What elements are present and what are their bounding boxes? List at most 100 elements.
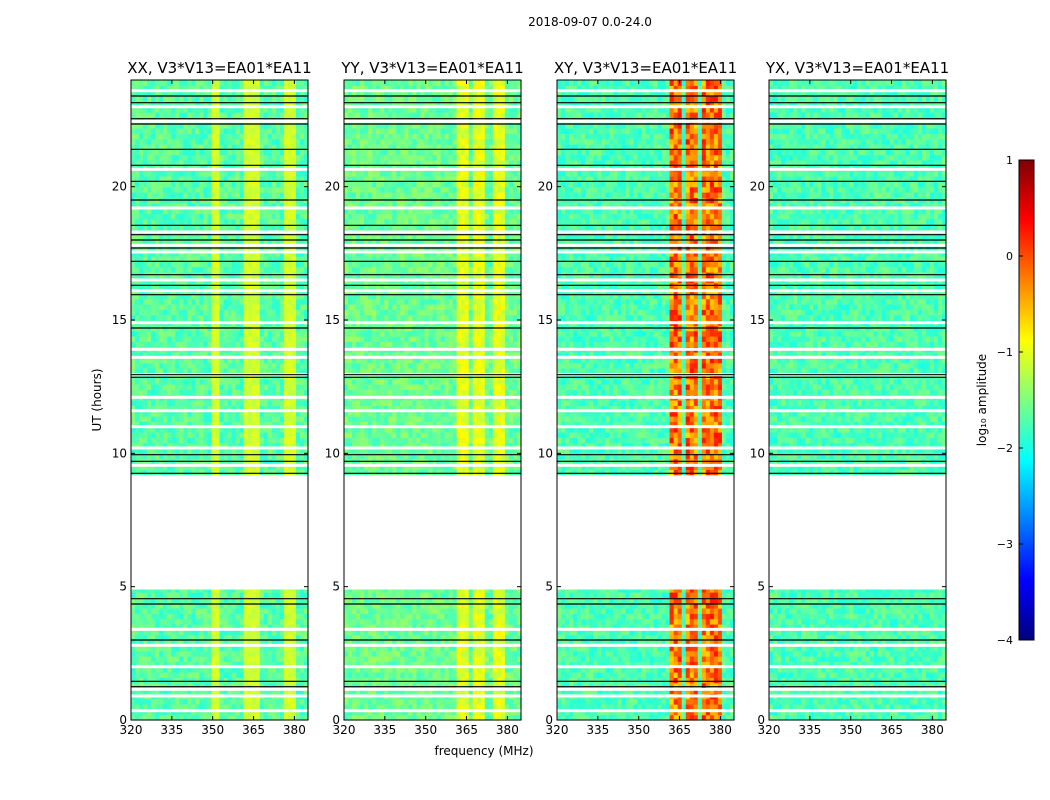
heatmap-cell — [135, 96, 140, 102]
heatmap-cell — [255, 384, 261, 390]
heatmap-cell — [239, 698, 245, 705]
heatmap-cell — [247, 362, 253, 369]
heatmap-cell — [187, 368, 192, 374]
heatmap-cell — [215, 656, 221, 662]
heatmap-cell — [299, 602, 305, 609]
heatmap-cell — [227, 464, 233, 470]
heatmap-cell — [275, 656, 281, 662]
heatmap-cell — [131, 400, 136, 406]
heatmap-cell — [255, 218, 261, 225]
heatmap-cell — [223, 592, 229, 598]
heatmap-cell — [151, 213, 156, 220]
heatmap-cell — [464, 677, 470, 684]
heatmap-cell — [263, 266, 269, 273]
heatmap-cell — [243, 186, 249, 193]
heatmap-cell — [291, 261, 297, 268]
heatmap-cell — [384, 650, 389, 657]
heatmap-cell — [227, 314, 233, 321]
heatmap-cell — [227, 618, 233, 625]
heatmap-cell — [147, 314, 152, 321]
heatmap-cell — [167, 624, 172, 630]
heatmap-cell — [167, 634, 172, 641]
heatmap-cell — [279, 469, 285, 476]
heatmap-cell — [271, 218, 277, 225]
heatmap-cell — [283, 213, 289, 220]
heatmap-cell — [183, 650, 188, 657]
heatmap-cell — [271, 261, 277, 268]
heatmap-cell — [151, 112, 156, 118]
heatmap-cell — [344, 698, 349, 705]
heatmap-cell — [195, 602, 200, 609]
heatmap-cell — [420, 656, 426, 662]
heatmap-cell — [211, 389, 217, 396]
heatmap-cell — [199, 592, 205, 598]
heatmap-cell — [247, 672, 253, 678]
heatmap-cell — [239, 629, 245, 636]
heatmap-cell — [267, 298, 273, 305]
heatmap-cell — [227, 688, 233, 694]
heatmap-cell — [400, 672, 405, 678]
heatmap-cell — [255, 181, 261, 188]
heatmap-cell — [151, 298, 156, 305]
heatmap-cell — [215, 181, 221, 188]
heatmap-cell — [247, 677, 253, 684]
heatmap-cell — [404, 704, 409, 710]
heatmap-cell — [147, 362, 152, 369]
heatmap-cell — [151, 602, 156, 609]
heatmap-cell — [171, 586, 176, 593]
heatmap-cell — [183, 314, 188, 321]
heatmap-cell — [167, 709, 172, 716]
heatmap-cell — [504, 698, 510, 705]
heatmap-cell — [183, 170, 188, 177]
heatmap-cell — [147, 416, 152, 422]
heatmap-cell — [275, 128, 281, 134]
heatmap-cell — [139, 368, 144, 374]
heatmap-cell — [139, 133, 144, 140]
heatmap-cell — [512, 677, 518, 684]
heatmap-cell — [187, 613, 192, 620]
heatmap-cell — [291, 309, 297, 316]
heatmap-cell — [295, 80, 301, 86]
heatmap-cell — [291, 341, 297, 348]
heatmap-cell — [251, 469, 257, 476]
heatmap-cell — [135, 368, 140, 374]
heatmap-cell — [215, 618, 221, 625]
heatmap-cell — [207, 213, 213, 220]
heatmap-cell — [263, 432, 269, 438]
heatmap-cell — [271, 656, 277, 662]
heatmap-cell — [287, 298, 293, 305]
heatmap-cell — [219, 704, 225, 710]
heatmap-cell — [171, 608, 176, 614]
heatmap-cell — [195, 186, 200, 193]
heatmap-cell — [356, 650, 361, 657]
heatmap-cell — [207, 261, 213, 268]
heatmap-cell — [255, 656, 261, 662]
heatmap-cell — [143, 112, 148, 118]
heatmap-cell — [259, 80, 265, 86]
heatmap-cell — [131, 704, 136, 710]
heatmap-cell — [259, 154, 265, 161]
heatmap-cell — [287, 336, 293, 342]
heatmap-cell — [135, 218, 140, 225]
heatmap-cell — [131, 640, 136, 646]
heatmap-cell — [275, 645, 281, 652]
heatmap-cell — [163, 181, 168, 188]
heatmap-cell — [255, 661, 261, 668]
heatmap-cell — [279, 613, 285, 620]
heatmap-cell — [291, 298, 297, 305]
heatmap-cell — [203, 586, 209, 593]
heatmap-cell — [159, 341, 164, 348]
heatmap-cell — [151, 661, 156, 668]
heatmap-cell — [380, 656, 385, 662]
heatmap-cell — [291, 368, 297, 374]
heatmap-cell — [420, 650, 426, 657]
heatmap-cell — [231, 618, 237, 625]
heatmap-cell — [243, 266, 249, 273]
heatmap-cell — [147, 624, 152, 630]
heatmap-cell — [263, 304, 269, 310]
heatmap-cell — [299, 389, 305, 396]
heatmap-cell — [175, 640, 180, 646]
heatmap-cell — [255, 608, 261, 614]
heatmap-cell — [231, 416, 237, 422]
heatmap-cell — [303, 613, 309, 620]
